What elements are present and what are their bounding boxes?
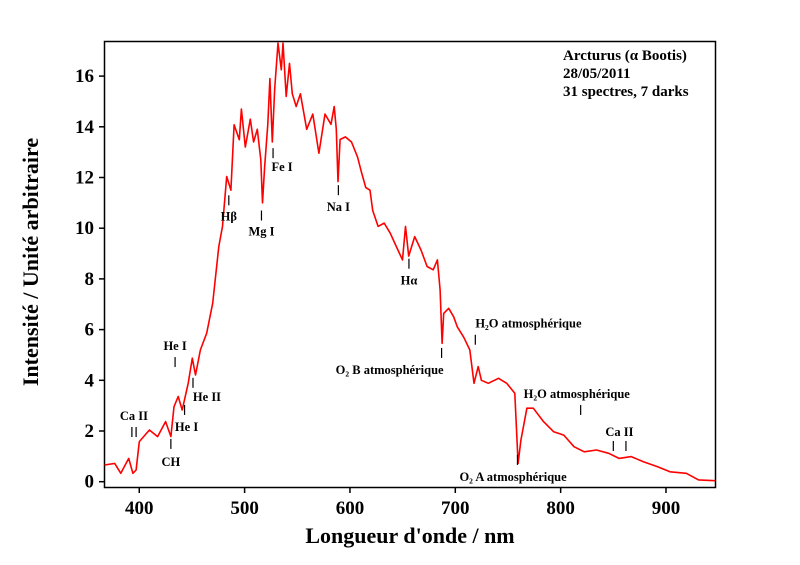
x-tick-label: 900 xyxy=(652,498,681,519)
annotation-h-: Hα xyxy=(401,258,418,288)
x-tick-label: 600 xyxy=(336,498,365,519)
annotation-h-o-atmosph-rique: H₂O atmosphérique xyxy=(524,387,631,415)
annotation-ca-ii: Ca II xyxy=(120,409,148,438)
x-tick-label: 400 xyxy=(125,498,154,519)
y-tick-label: 14 xyxy=(75,117,95,138)
annotation-fe-i: Fe I xyxy=(271,148,293,174)
annotation-label: Ca II xyxy=(120,409,148,423)
annotation-he-ii: He II xyxy=(192,377,221,404)
y-tick-label: 16 xyxy=(75,66,94,87)
y-tick-label: 4 xyxy=(85,370,95,391)
line-annotations: Ca II CH He I He I He II Hβ Mg I Fe I Na I Hα O₂ B… xyxy=(120,148,634,484)
annotation-label: Na I xyxy=(327,200,350,214)
y-tick-label: 10 xyxy=(75,218,94,239)
x-tick-label: 700 xyxy=(441,498,470,519)
x-tick-label: 500 xyxy=(230,498,259,519)
y-tick-label: 6 xyxy=(85,320,95,341)
annotation-label: Hα xyxy=(401,274,418,288)
plot-frame xyxy=(103,40,717,489)
x-tick-label: 800 xyxy=(546,498,575,519)
annotation-label: CH xyxy=(161,455,180,469)
annotation-label: H₂O atmosphérique xyxy=(524,387,631,401)
annotation-label: H₂O atmosphérique xyxy=(475,317,582,331)
y-tick-label: 0 xyxy=(85,472,95,493)
y-axis: 0 2 4 6 8 10 12 14 16 xyxy=(75,66,105,493)
x-axis-label: Longueur d'onde / nm xyxy=(305,523,514,548)
annotation-ca-ii: Ca II xyxy=(605,425,634,451)
annotation-he-i: He I xyxy=(163,339,187,368)
annotation-label: O₂ A atmosphérique xyxy=(459,470,567,484)
annotation-label: He I xyxy=(175,420,198,434)
info-line-count: 31 spectres, 7 darks xyxy=(563,84,689,100)
x-axis: 400 500 600 700 800 900 xyxy=(125,487,681,519)
annotation-label: Ca II xyxy=(605,425,633,439)
info-line-star: Arcturus (α Bootis) xyxy=(563,48,687,64)
info-box: Arcturus (α Bootis) 28/05/2011 31 spectr… xyxy=(563,48,689,100)
annotation-h-o-atmosph-rique: H₂O atmosphérique xyxy=(474,317,582,345)
annotation-label: He I xyxy=(163,339,186,353)
annotation-mg-i: Mg I xyxy=(248,210,275,239)
annotation-label: He II xyxy=(193,390,221,404)
annotation-label: Hβ xyxy=(221,209,238,223)
annotation-h-: Hβ xyxy=(221,195,238,223)
annotation-label: Mg I xyxy=(248,225,274,239)
y-tick-label: 8 xyxy=(85,269,95,290)
annotation-o-b-atmosph-rique: O₂ B atmosphérique xyxy=(336,347,444,377)
annotation-label: Fe I xyxy=(271,160,292,174)
series-line-arcturus xyxy=(104,42,716,482)
y-tick-label: 12 xyxy=(75,168,94,189)
annotation-label: O₂ B atmosphérique xyxy=(336,363,444,377)
annotation-na-i: Na I xyxy=(327,185,350,214)
annotation-he-i: He I xyxy=(175,404,198,434)
y-tick-label: 2 xyxy=(85,421,95,442)
info-line-date: 28/05/2011 xyxy=(563,66,631,82)
annotation-o-a-atmosph-rique: O₂ A atmosphérique xyxy=(459,454,567,484)
y-axis-label: Intensité / Unité arbitraire xyxy=(18,138,43,387)
annotation-ch: CH xyxy=(161,438,181,469)
